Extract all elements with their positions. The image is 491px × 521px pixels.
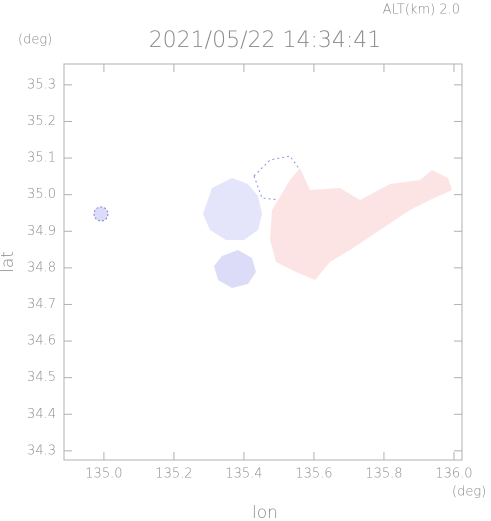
x-tick-label: 135.0 [85, 467, 122, 482]
y-tick-label: 34.4 [27, 407, 56, 422]
x-axis-label: lon [252, 503, 278, 521]
y-unit: (deg) [18, 33, 52, 48]
x-tick-label: 135.6 [295, 467, 332, 482]
echo-blob [203, 178, 262, 240]
x-unit: (deg) [452, 485, 486, 500]
y-tick-label: 35.3 [27, 77, 56, 92]
y-tick-label: 34.8 [27, 260, 56, 275]
altitude-label: ALT(km) 2.0 [383, 3, 460, 18]
y-tick-label: 34.9 [27, 224, 56, 239]
y-tick-label: 34.7 [27, 297, 56, 312]
x-tick-label: 135.4 [225, 467, 262, 482]
echo-blob [93, 206, 109, 222]
x-tick-label: 135.8 [365, 467, 402, 482]
y-tick-label: 34.3 [27, 443, 56, 458]
x-tick-label: 135.2 [155, 467, 192, 482]
y-tick-label: 35.2 [27, 114, 56, 129]
y-tick-label: 34.6 [27, 334, 56, 349]
echo-blob [214, 250, 256, 288]
echo-blob [270, 168, 452, 280]
y-tick-label: 34.5 [27, 370, 56, 385]
y-tick-label: 35.1 [27, 151, 56, 166]
plot-frame [63, 63, 463, 461]
y-axis-label: lat [0, 251, 18, 273]
y-tick-label: 35.0 [27, 187, 56, 202]
x-tick-label: 136.0 [435, 467, 472, 482]
chart-title: 2021/05/22 14:34:41 [149, 28, 382, 53]
echo-area [93, 155, 452, 288]
